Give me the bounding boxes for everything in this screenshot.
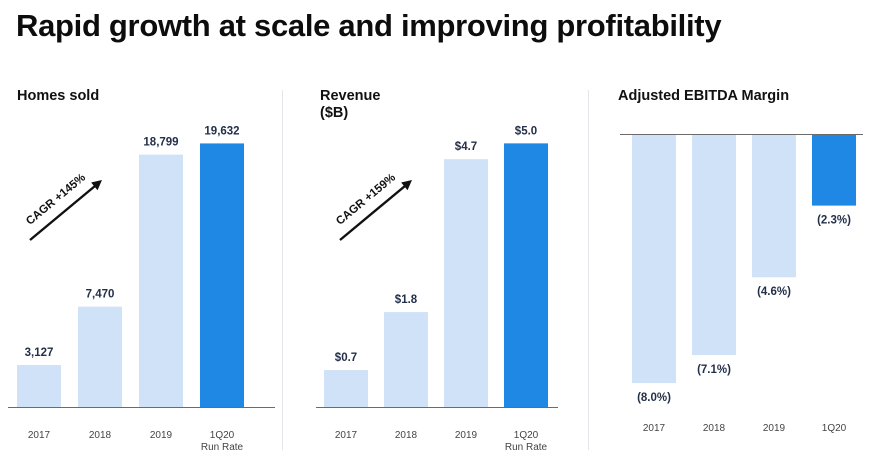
x-tick-label: 2017	[643, 423, 666, 434]
bar	[812, 134, 856, 206]
value-label: $0.7	[335, 352, 357, 364]
cagr-arrow-head	[91, 180, 102, 191]
chart-title: Revenue	[320, 88, 380, 104]
x-tick-label: 2018	[89, 430, 112, 441]
panel-divider	[588, 90, 589, 450]
x-tick-label: 2018	[395, 430, 418, 441]
cagr-arrow-line	[29, 182, 99, 241]
x-tick-sublabel: Run Rate	[505, 442, 548, 453]
bar	[504, 143, 548, 407]
bar	[78, 306, 122, 407]
value-label: $4.7	[455, 141, 477, 153]
value-label: 7,470	[86, 289, 115, 301]
chart-title: Homes sold	[17, 88, 99, 104]
x-tick-label: 1Q20	[514, 430, 539, 441]
panel-divider	[282, 90, 283, 450]
x-tick-label: 1Q20	[822, 423, 847, 434]
value-label: (4.6%)	[757, 286, 791, 298]
value-label: 19,632	[204, 125, 239, 137]
chart-subtitle: ($B)	[320, 105, 348, 121]
bar	[384, 312, 428, 407]
page-title: Rapid growth at scale and improving prof…	[16, 8, 722, 43]
bar	[200, 143, 244, 407]
bar	[752, 134, 796, 278]
bar	[324, 370, 368, 407]
x-tick-label: 2019	[150, 430, 173, 441]
x-tick-label: 2019	[763, 423, 786, 434]
x-tick-label: 2017	[28, 430, 51, 441]
bar	[692, 134, 736, 356]
value-label: (2.3%)	[817, 215, 851, 227]
value-label: 3,127	[25, 347, 54, 359]
bar	[139, 154, 183, 407]
cagr-arrow-line	[339, 182, 409, 241]
bar	[632, 134, 676, 384]
value-label: 18,799	[143, 137, 178, 149]
chart-title: Adjusted EBITDA Margin	[618, 88, 789, 104]
value-label: $1.8	[395, 294, 418, 306]
x-tick-label: 2018	[703, 423, 726, 434]
x-tick-sublabel: Run Rate	[201, 442, 244, 453]
value-label: (8.0%)	[637, 392, 671, 404]
x-tick-label: 1Q20	[210, 430, 235, 441]
cagr-arrow-head	[401, 180, 412, 191]
x-tick-label: 2019	[455, 430, 478, 441]
value-label: (7.1%)	[697, 364, 731, 376]
bar	[444, 159, 488, 407]
x-tick-label: 2017	[335, 430, 358, 441]
bar	[17, 365, 61, 407]
value-label: $5.0	[515, 125, 537, 137]
